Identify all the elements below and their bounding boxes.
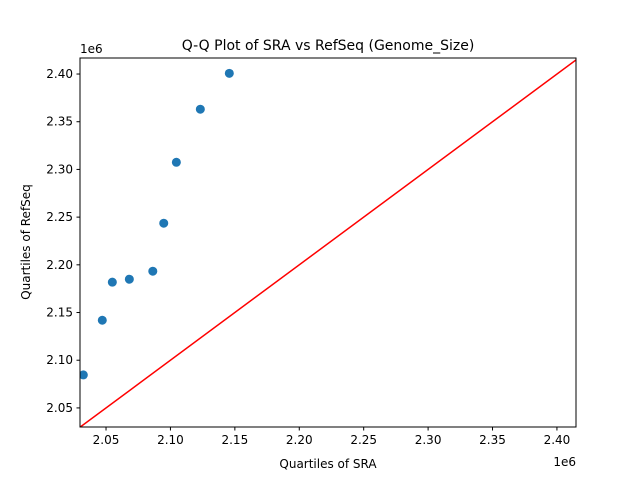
y-tick-label: 2.15 [46,306,73,320]
data-point [80,370,88,380]
data-point [224,68,234,78]
y-tick-label: 2.40 [46,67,73,81]
x-tick-label: 2.30 [415,433,442,447]
data-point [124,274,134,284]
x-axis-label: Quartiles of SRA [279,457,377,471]
chart-title: Q-Q Plot of SRA vs RefSeq (Genome_Size) [182,38,475,54]
x-offset-label: 1e6 [553,455,576,469]
y-tick-label: 2.25 [46,210,73,224]
reference-line [80,58,576,427]
x-tick-label: 2.35 [479,433,506,447]
x-tick-label: 2.05 [93,433,120,447]
data-point [107,277,117,287]
data-point [97,315,107,325]
data-point [159,218,169,228]
x-tick-label: 2.15 [221,433,248,447]
y-offset-label: 1e6 [80,42,103,56]
data-point [148,266,158,276]
y-tick-label: 2.30 [46,162,73,176]
y-tick-label: 2.20 [46,258,73,272]
axes-frame [79,57,577,428]
data-point [195,104,205,114]
y-tick-label: 2.35 [46,115,73,129]
y-tick-label: 2.10 [46,353,73,367]
x-tick-label: 2.40 [544,433,571,447]
y-axis-label: Quartiles of RefSeq [19,184,33,300]
x-tick-label: 2.25 [350,433,377,447]
y-tick-label: 2.05 [46,401,73,415]
x-tick-label: 2.20 [286,433,313,447]
x-tick-label: 2.10 [157,433,184,447]
data-point [171,157,181,167]
